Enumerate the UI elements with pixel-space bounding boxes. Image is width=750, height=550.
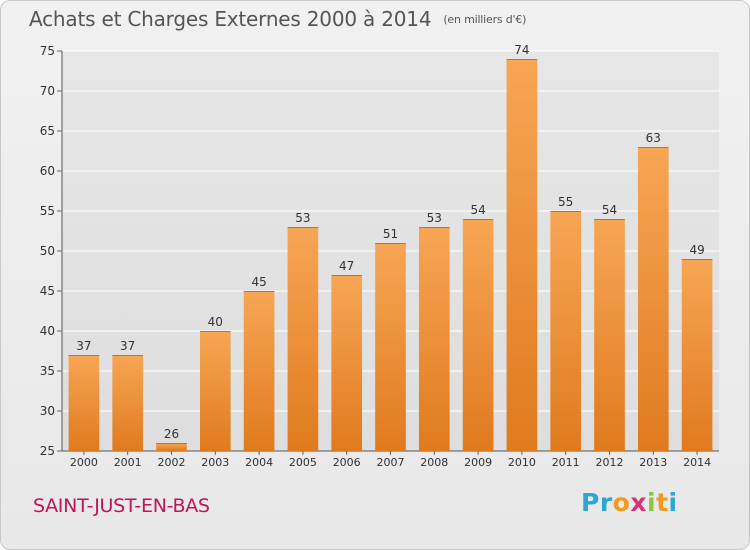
y-tick-label: 45 — [40, 284, 55, 298]
y-tick-label: 40 — [40, 324, 55, 338]
data-label: 53 — [295, 211, 310, 225]
x-tick-label: 2007 — [377, 456, 405, 469]
logo-letter: r — [599, 488, 613, 517]
x-tick-label: 2013 — [639, 456, 667, 469]
bar — [550, 211, 582, 451]
y-tick-label: 50 — [40, 244, 55, 258]
data-label: 37 — [76, 339, 91, 353]
x-tick-label: 2010 — [508, 456, 536, 469]
chart-title-text: Achats et Charges Externes 2000 à 2014 — [29, 7, 432, 31]
y-tick-label: 65 — [40, 124, 55, 138]
y-tick-label: 35 — [40, 364, 55, 378]
x-tick-label: 2003 — [201, 456, 229, 469]
logo-letter: P — [581, 488, 600, 517]
data-label: 51 — [383, 227, 398, 241]
logo-letter: o — [612, 488, 631, 517]
x-tick-label: 2005 — [289, 456, 317, 469]
data-label: 45 — [251, 275, 266, 289]
y-tick-label: 55 — [40, 204, 55, 218]
bar — [199, 331, 231, 451]
data-label: 63 — [646, 131, 661, 145]
data-label: 26 — [164, 427, 179, 441]
x-tick-label: 2001 — [114, 456, 142, 469]
x-tick-label: 2009 — [464, 456, 492, 469]
y-tick-label: 30 — [40, 404, 55, 418]
x-tick-label: 2012 — [596, 456, 624, 469]
chart-subtitle: (en milliers d'€) — [443, 13, 527, 26]
bar — [462, 219, 494, 451]
bar — [637, 147, 669, 451]
x-tick-label: 2004 — [245, 456, 273, 469]
data-label: 54 — [602, 203, 617, 217]
data-label: 37 — [120, 339, 135, 353]
data-label: 55 — [558, 195, 573, 209]
logo-letter: x — [630, 488, 647, 517]
commune-name: SAINT-JUST-EN-BAS — [33, 495, 210, 517]
data-label: 53 — [427, 211, 442, 225]
bar — [331, 275, 363, 451]
x-tick-label: 2002 — [158, 456, 186, 469]
y-tick-label: 75 — [40, 44, 55, 58]
bar — [418, 227, 450, 451]
bar — [112, 355, 144, 451]
bar — [594, 219, 625, 451]
bar — [375, 243, 406, 451]
data-label: 49 — [689, 243, 704, 257]
x-tick-label: 2000 — [70, 456, 98, 469]
data-label: 47 — [339, 259, 354, 273]
x-tick-label: 2011 — [552, 456, 580, 469]
logo-letter: i — [668, 488, 678, 517]
x-tick-label: 2006 — [333, 456, 361, 469]
y-tick-label: 25 — [40, 444, 55, 458]
x-tick-label: 2008 — [420, 456, 448, 469]
y-tick-label: 60 — [40, 164, 55, 178]
logo-letter: i — [647, 488, 657, 517]
proxiti-logo: Proxiti — [581, 488, 678, 517]
x-tick-label: 2014 — [683, 456, 711, 469]
data-label: 74 — [514, 43, 529, 57]
data-label: 54 — [470, 203, 485, 217]
bar — [156, 443, 187, 451]
bar — [681, 259, 713, 451]
bar — [68, 355, 100, 451]
data-label: 40 — [208, 315, 223, 329]
bar — [506, 59, 538, 451]
bar — [243, 291, 275, 451]
y-tick-label: 70 — [40, 84, 55, 98]
bar — [287, 227, 319, 451]
logo-letter: t — [656, 488, 669, 517]
chart-title: Achats et Charges Externes 2000 à 2014 (e… — [29, 7, 526, 31]
